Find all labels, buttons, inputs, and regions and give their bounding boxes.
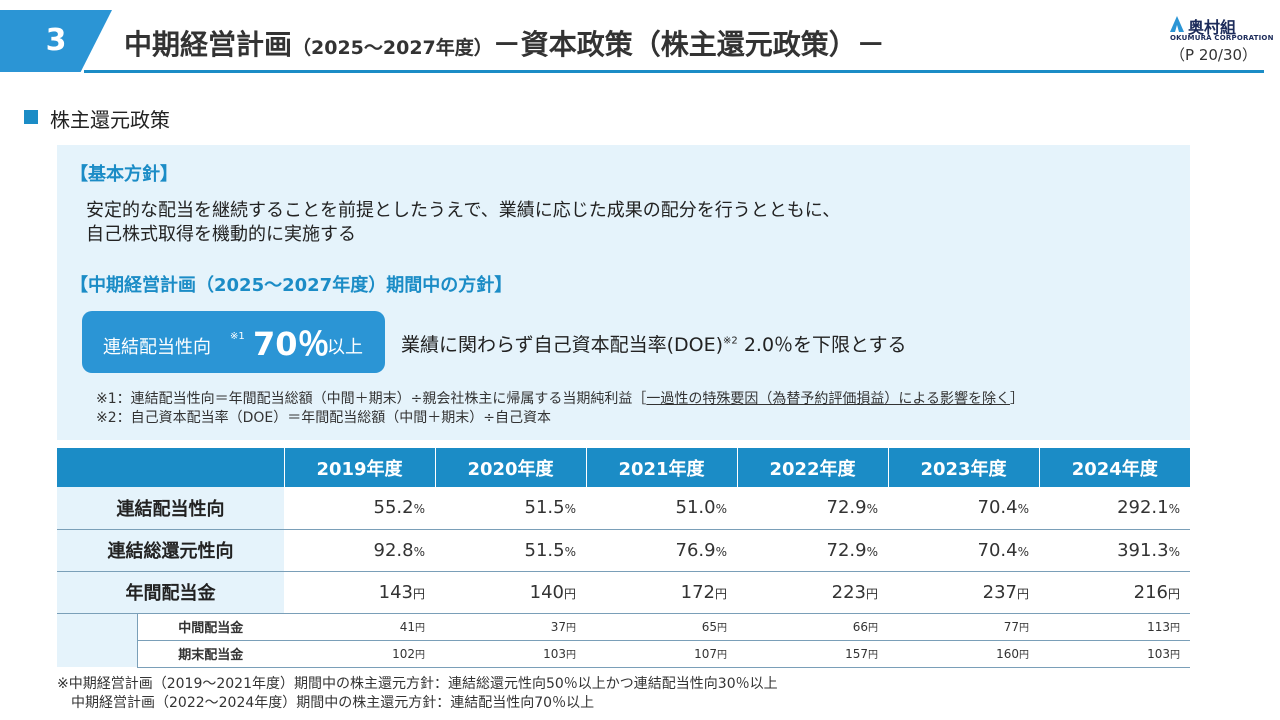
table-cell: 157円 — [737, 640, 888, 668]
basic-policy-line-1: 安定的な配当を継続することを前提としたうえで、業績に応じた成果の配分を行うととも… — [86, 200, 841, 221]
table-cell: 391.3% — [1039, 529, 1190, 572]
payout-value: 70％ — [253, 325, 330, 363]
row-label: 連結配当性向 — [57, 487, 284, 530]
row-label: 連結総還元性向 — [57, 529, 284, 572]
year-header: 2019年度 — [283, 448, 435, 487]
doe-note-mark: ※2 — [723, 335, 738, 347]
footnote-1: ※中期経営計画（2019～2021年度）期間中の株主還元方針：連結総還元性向50… — [57, 676, 778, 692]
company-logo: 奥村組 OKUMURA CORPORATION — [1170, 14, 1273, 44]
table-cell: 51.5% — [435, 529, 586, 572]
subrow-label: 期末配当金 — [136, 640, 284, 668]
doe-text-b: 2.0％を下限とする — [737, 334, 907, 356]
table-corner — [57, 448, 284, 487]
table-cell: 65円 — [586, 613, 737, 641]
table-cell: 51.5% — [435, 487, 586, 530]
title-period: （2025～2027年度） — [292, 37, 493, 59]
table-cell: 77円 — [888, 613, 1039, 641]
payout-note-mark: ※1 — [230, 331, 245, 342]
table-cell: 92.8% — [284, 529, 435, 572]
logo-text: 奥村組 — [1188, 18, 1237, 37]
table-cell: 55.2% — [284, 487, 435, 530]
payout-label: 連結配当性向 — [103, 337, 211, 358]
page-number: （P 20/30） — [1170, 46, 1258, 64]
section-title: 株主還元政策 — [50, 108, 170, 132]
section-bullet-icon — [24, 110, 38, 124]
table-cell: 160円 — [888, 640, 1039, 668]
table-cell: 51.0% — [586, 487, 737, 530]
row-label: 年間配当金 — [57, 571, 284, 614]
payout-ratio-box: 連結配当性向 ※1 70％ 以上 — [82, 311, 385, 373]
header-rule — [84, 70, 1264, 73]
basic-policy-line-2: 自己株式取得を機動的に実施する — [86, 224, 356, 245]
table-cell: 223円 — [737, 571, 888, 614]
table-indent — [57, 640, 137, 667]
table-cell: 102円 — [284, 640, 435, 668]
table-cell: 143円 — [284, 571, 435, 614]
year-header: 2023年度 — [887, 448, 1039, 487]
table-cell: 103円 — [1039, 640, 1190, 668]
doe-policy-text: 業績に関わらず自己資本配当率(DOE)※2 2.0％を下限とする — [401, 330, 906, 357]
table-header-row: 2019年度 2020年度 2021年度 2022年度 2023年度 2024年… — [57, 448, 1190, 487]
table-cell: 172円 — [586, 571, 737, 614]
page-title: 中期経営計画（2025～2027年度）－資本政策（株主還元政策）－ — [124, 22, 885, 68]
table-subrow: 中間配当金 41円 37円 65円 66円 77円 113円 — [57, 613, 1190, 641]
table-cell: 70.4% — [888, 487, 1039, 530]
table-row: 年間配当金 143円 140円 172円 223円 237円 216円 — [57, 571, 1190, 614]
table-cell: 41円 — [284, 613, 435, 641]
table-row: 連結総還元性向 92.8% 51.5% 76.9% 72.9% 70.4% 39… — [57, 529, 1190, 572]
year-header: 2020年度 — [434, 448, 586, 487]
note-2: ※2：自己資本配当率（DOE）＝年間配当総額（中間＋期末）÷自己資本 — [96, 410, 552, 426]
table-cell: 113円 — [1039, 613, 1190, 641]
section-number: 3 — [45, 23, 67, 58]
note-1-c: ］ — [1009, 391, 1024, 407]
payout-suffix: 以上 — [327, 337, 363, 358]
table-cell: 72.9% — [737, 487, 888, 530]
table-cell: 70.4% — [888, 529, 1039, 572]
subrow-label: 中間配当金 — [136, 613, 284, 641]
doe-text-a: 業績に関わらず自己資本配当率(DOE) — [401, 334, 724, 356]
year-header: 2022年度 — [736, 448, 888, 487]
table-cell: 107円 — [586, 640, 737, 668]
table-indent — [57, 613, 137, 640]
table-subrow: 期末配当金 102円 103円 107円 157円 160円 103円 — [57, 640, 1190, 668]
table-cell: 66円 — [737, 613, 888, 641]
table-row: 連結配当性向 55.2% 51.5% 51.0% 72.9% 70.4% 292… — [57, 487, 1190, 530]
note-1: ※1：連結配当性向＝年間配当総額（中間＋期末）÷親会社株主に帰属する当期純利益［… — [96, 388, 1024, 408]
plan-policy-heading: 【中期経営計画（2025～2027年度）期間中の方針】 — [70, 275, 513, 296]
table-cell: 292.1% — [1039, 487, 1190, 530]
basic-policy-heading: 【基本方針】 — [70, 164, 178, 185]
year-header: 2021年度 — [585, 448, 737, 487]
year-header: 2024年度 — [1038, 448, 1190, 487]
logo-mark-icon — [1170, 16, 1184, 32]
note-1-a: ※1：連結配当性向＝年間配当総額（中間＋期末）÷親会社株主に帰属する当期純利益［ — [96, 391, 647, 407]
logo-subtext: OKUMURA CORPORATION — [1170, 34, 1274, 42]
shareholder-return-table: 2019年度 2020年度 2021年度 2022年度 2023年度 2024年… — [57, 448, 1190, 668]
table-cell: 237円 — [888, 571, 1039, 614]
note-1-b: 一過性の特殊要因（為替予約評価損益）による影響を除く — [646, 391, 1010, 407]
footnote-2: 中期経営計画（2022～2024年度）期間中の株主還元方針：連結配当性向70％以… — [71, 695, 595, 711]
table-cell: 37円 — [435, 613, 586, 641]
table-cell: 76.9% — [586, 529, 737, 572]
table-cell: 216円 — [1039, 571, 1190, 614]
table-cell: 140円 — [435, 571, 586, 614]
policy-panel — [57, 145, 1190, 440]
table-cell: 72.9% — [737, 529, 888, 572]
table-cell: 103円 — [435, 640, 586, 668]
title-main: 中期経営計画 — [124, 28, 293, 61]
title-sub: －資本政策（株主還元政策）－ — [492, 28, 885, 61]
